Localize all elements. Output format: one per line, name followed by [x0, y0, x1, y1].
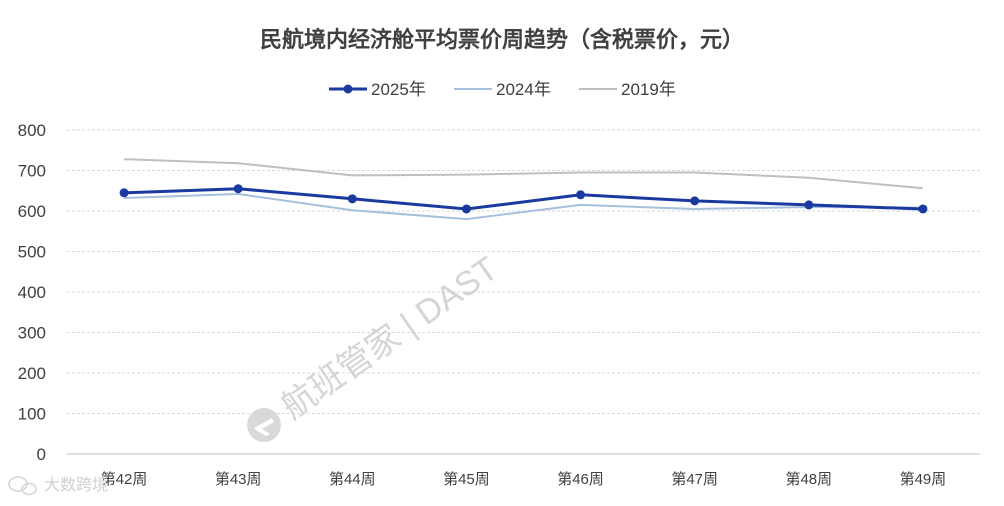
legend-item: 2025年	[329, 80, 426, 99]
y-tick-label: 300	[18, 324, 46, 343]
x-tick-label: 第44周	[329, 470, 376, 488]
wechat-icon	[8, 476, 37, 496]
legend-marker	[343, 84, 353, 94]
y-tick-label: 100	[18, 405, 46, 424]
x-axis: 第42周 第43周 第44周 第45周 第46周 第47周 第48周 第49周	[101, 470, 947, 488]
data-point	[233, 184, 243, 194]
x-tick-label: 第45周	[443, 470, 490, 488]
data-point	[918, 204, 928, 214]
y-tick-label: 500	[18, 243, 46, 262]
legend-item: 2024年	[454, 80, 551, 99]
data-point	[461, 204, 471, 214]
y-tick-label: 700	[18, 162, 46, 181]
x-tick-label: 第49周	[900, 470, 947, 488]
series-line	[124, 193, 923, 221]
y-tick-label: 200	[18, 364, 46, 383]
grid	[67, 129, 980, 455]
plane-logo-icon	[247, 408, 281, 442]
legend: 2025年 2024年 2019年	[329, 80, 676, 99]
y-tick-label: 800	[18, 121, 46, 140]
series-1	[124, 193, 923, 221]
legend-label: 2019年	[621, 80, 676, 99]
legend-item: 2019年	[579, 80, 676, 99]
y-axis: 0 100 200 300 400 500 600 700 800	[18, 121, 46, 464]
legend-label: 2025年	[371, 80, 426, 99]
series-line	[124, 158, 923, 190]
x-tick-label: 第43周	[215, 470, 262, 488]
x-tick-label: 第47周	[671, 470, 718, 488]
data-point	[119, 188, 129, 198]
watermark: 航班管家 | DAST	[247, 250, 505, 442]
legend-label: 2024年	[496, 80, 551, 99]
chart-title: 民航境内经济舱平均票价周趋势（含税票价，元）	[260, 27, 744, 52]
series-0	[119, 184, 928, 214]
x-tick-label: 第46周	[557, 470, 604, 488]
y-tick-label: 600	[18, 202, 46, 221]
data-point	[804, 200, 814, 210]
series-layer	[119, 158, 928, 221]
series-2	[124, 158, 923, 190]
y-tick-label: 0	[37, 445, 46, 464]
data-point	[690, 196, 700, 206]
x-tick-label: 第42周	[101, 470, 148, 488]
y-tick-label: 400	[18, 283, 46, 302]
watermark-text: 航班管家 | DAST	[275, 250, 505, 427]
data-point	[347, 194, 357, 204]
corner-watermark-text: 大数跨境	[44, 475, 108, 494]
data-point	[576, 190, 586, 200]
x-tick-label: 第48周	[785, 470, 832, 488]
series-line	[124, 187, 923, 211]
corner-watermark: 大数跨境	[8, 475, 108, 496]
